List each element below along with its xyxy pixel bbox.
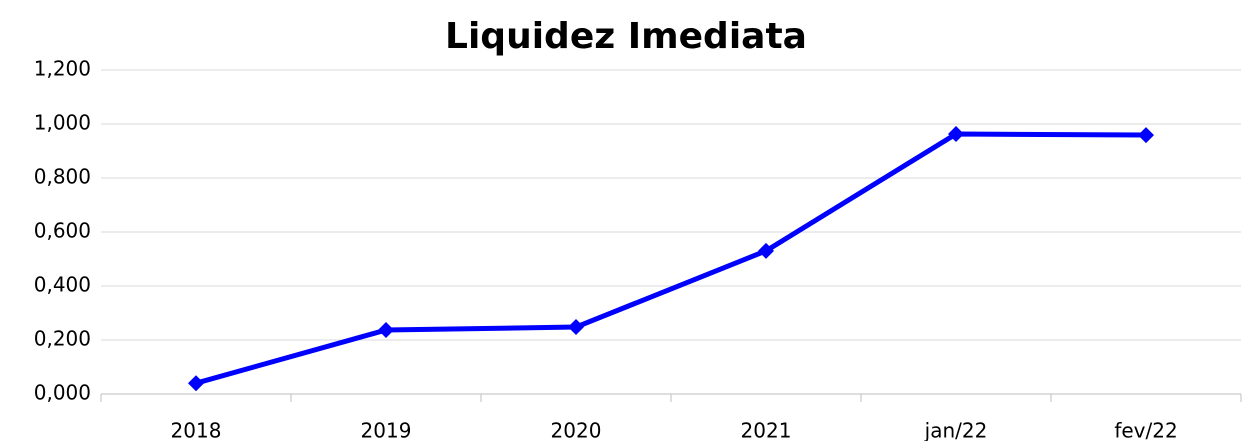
marker — [948, 125, 964, 142]
x-tick-label: jan/22 — [924, 419, 988, 441]
marker — [758, 242, 774, 259]
y-tick-label: 0,600 — [34, 219, 91, 243]
y-tick-label: 1,200 — [34, 57, 91, 81]
marker — [378, 322, 394, 339]
marker — [188, 375, 204, 392]
x-tick-label: 2020 — [551, 419, 602, 441]
x-tick-label: fev/22 — [1114, 419, 1177, 441]
y-tick-label: 1,000 — [34, 111, 91, 135]
y-tick-label: 0,200 — [34, 327, 91, 351]
chart-title: Liquidez Imediata — [445, 16, 807, 57]
marker — [568, 319, 584, 336]
x-tick-label: 2021 — [741, 419, 792, 441]
line — [195, 131, 1147, 386]
y-tick-label: 0,000 — [34, 381, 91, 405]
y-tick-label: 0,800 — [34, 165, 91, 189]
x-tick-label: 2018 — [171, 419, 222, 441]
y-tick-label: 0,400 — [34, 273, 91, 297]
x-tick-label: 2019 — [361, 419, 412, 441]
marker — [1138, 127, 1154, 144]
